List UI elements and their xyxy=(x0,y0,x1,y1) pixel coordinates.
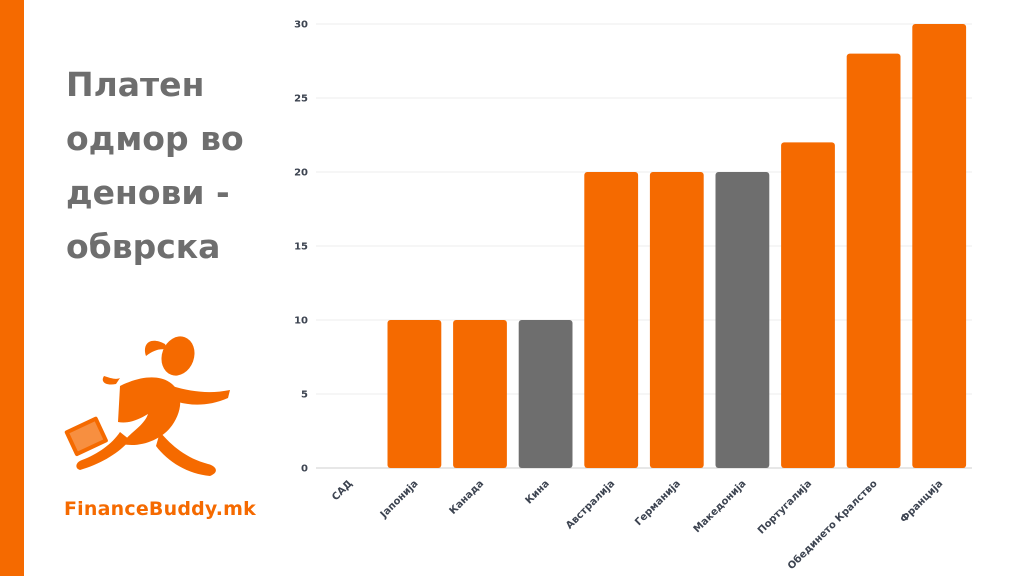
x-tick-label: САД xyxy=(330,478,355,503)
y-tick-label: 5 xyxy=(301,390,308,401)
y-tick-label: 10 xyxy=(294,316,308,327)
x-tick-label: Германија xyxy=(632,478,682,528)
bar xyxy=(781,142,835,468)
bar xyxy=(912,24,967,468)
x-tick-label: Македонија xyxy=(691,478,748,535)
bar xyxy=(584,172,639,468)
x-tick-label: Франција xyxy=(898,478,946,526)
bar xyxy=(846,53,901,468)
y-tick-label: 25 xyxy=(294,94,308,105)
brand-name: FinanceBuddy.mk xyxy=(64,498,257,520)
y-tick-label: 15 xyxy=(294,242,308,253)
x-tick-label: Кина xyxy=(524,478,552,506)
x-tick-label: Австралија xyxy=(563,478,617,532)
page-title: Платен одмор во денови - обврска xyxy=(66,65,244,266)
x-tick-label: Канада xyxy=(448,478,486,516)
y-tick-label: 20 xyxy=(294,168,308,179)
y-tick-label: 30 xyxy=(294,20,308,31)
bar xyxy=(387,320,442,468)
bar xyxy=(518,320,573,468)
bar xyxy=(453,320,507,468)
left-accent-bar xyxy=(0,0,24,576)
bar xyxy=(715,172,770,468)
runner-logo-icon xyxy=(64,336,230,476)
bar xyxy=(649,172,704,468)
x-tick-label: Португалија xyxy=(755,478,814,537)
y-tick-label: 0 xyxy=(301,464,308,475)
x-tick-label: Јапонија xyxy=(377,478,420,521)
